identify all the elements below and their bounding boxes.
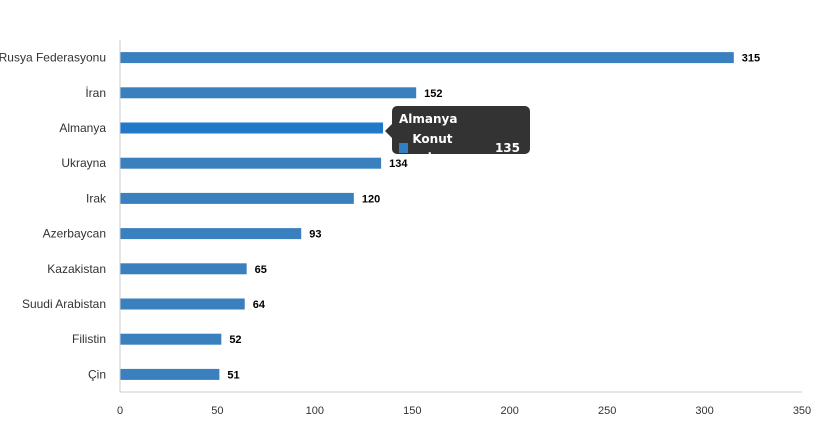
- bar[interactable]: [120, 298, 245, 310]
- bar[interactable]: [120, 122, 384, 134]
- x-tick-label: 50: [211, 405, 223, 417]
- bar[interactable]: [120, 368, 220, 380]
- bar[interactable]: [120, 52, 734, 64]
- tooltip-title: Almanya: [399, 112, 458, 126]
- category-label: Irak: [86, 191, 107, 205]
- x-tick-label: 200: [501, 405, 519, 417]
- category-label: Suudi Arabistan: [22, 297, 106, 311]
- value-label: 65: [255, 264, 267, 276]
- x-tick-label: 300: [695, 405, 713, 417]
- x-tick-label: 0: [117, 405, 123, 417]
- category-label: Rusya Federasyonu: [0, 51, 106, 65]
- x-tick-label: 250: [598, 405, 616, 417]
- tooltip-series-line: Konut satışı: 135: [399, 130, 523, 166]
- value-label: 52: [229, 334, 241, 346]
- tooltip-series-swatch: [399, 143, 409, 153]
- chart-tooltip: Almanya Konut satışı: 135: [385, 106, 530, 164]
- value-label: 93: [309, 229, 321, 241]
- bar[interactable]: [120, 263, 247, 275]
- category-label: Almanya: [59, 121, 106, 135]
- value-label: 64: [253, 299, 266, 311]
- tooltip-series-label: Konut satışı:: [412, 132, 454, 164]
- bar[interactable]: [120, 87, 417, 99]
- tooltip-value: 135: [494, 141, 520, 155]
- value-label: 51: [227, 369, 239, 381]
- bar[interactable]: [120, 157, 382, 169]
- value-label: 315: [742, 53, 760, 65]
- value-label: 134: [389, 158, 408, 170]
- category-label: Azerbaycan: [43, 227, 106, 241]
- category-label: İran: [85, 86, 106, 100]
- value-label: 120: [362, 193, 380, 205]
- x-tick-label: 350: [793, 405, 811, 417]
- category-label: Ukrayna: [61, 156, 106, 170]
- category-label: Filistin: [72, 332, 106, 346]
- bar[interactable]: [120, 228, 302, 240]
- value-label: 152: [424, 88, 442, 100]
- bar[interactable]: [120, 192, 354, 204]
- category-label: Kazakistan: [47, 262, 106, 276]
- bar[interactable]: [120, 333, 222, 345]
- category-label: Çin: [88, 367, 106, 381]
- x-tick-label: 100: [306, 405, 324, 417]
- x-tick-label: 150: [403, 405, 421, 417]
